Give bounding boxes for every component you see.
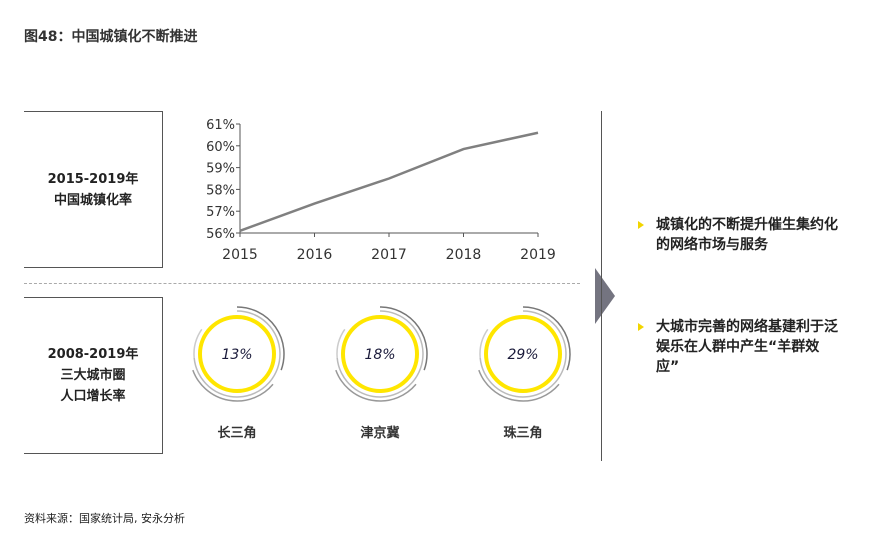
- bullet-text: 大城市完善的网络基建利于泛娱乐在人群中产生“羊群效应”: [656, 319, 838, 375]
- figure-title: 图48：中国城镇化不断推进: [24, 29, 198, 45]
- y-tick-label: 58%: [206, 183, 235, 198]
- ring-arc-middle: [193, 310, 281, 398]
- row2-label-line: 三大城市圈: [60, 368, 126, 383]
- row1-label-line: 中国城镇化率: [53, 192, 132, 208]
- region-label: 长三角: [217, 426, 257, 441]
- region-label: 津京冀: [360, 426, 400, 441]
- line-chart: 56% 57% 58% 59% 60% 61% 2015 2016 2017 2018 2019: [206, 118, 556, 263]
- ring-arc-left: [193, 328, 203, 358]
- y-tick-label: 57%: [206, 205, 235, 220]
- ring-arc-middle: [479, 310, 567, 398]
- ring-arc-outer: [236, 306, 285, 371]
- row2-label-line: 人口增长率: [60, 389, 126, 404]
- ring-arc-outer: [522, 306, 571, 371]
- series-line: [239, 131, 539, 232]
- ring-circle: [198, 315, 276, 393]
- ring-arc-middle: [336, 310, 424, 398]
- row1-label-box: 2015-2019年 中国城镇化率: [24, 111, 163, 268]
- ring-arc-outer: [379, 306, 428, 371]
- ring-arc-left: [336, 328, 346, 358]
- dashed-divider: [24, 283, 580, 284]
- row2-label-box: 2008-2019年 三大城市圈 人口增长率: [24, 297, 163, 454]
- x-tick-label: 2015: [222, 247, 258, 263]
- y-tick-label: 61%: [206, 118, 235, 133]
- ring-value-label: 13%: [221, 347, 252, 363]
- ring-circle: [341, 315, 419, 393]
- bullet-triangle-icon: [638, 323, 644, 331]
- bullet-text: 城镇化的不断提升催生集约化的网络市场与服务: [656, 217, 838, 253]
- y-tick-label: 60%: [206, 140, 235, 155]
- ring-arc-lower: [192, 369, 274, 402]
- row2-label-line: 2008-2019年: [47, 347, 139, 362]
- bullet-triangle-icon: [638, 221, 644, 229]
- x-tick-label: 2018: [446, 247, 482, 263]
- ring-charts: 13% 18% 29%: [192, 306, 571, 402]
- row1-label-line: 2015-2019年: [47, 171, 139, 187]
- y-tick-label: 59%: [206, 162, 235, 177]
- ring-arc-left: [479, 328, 489, 358]
- ring-circle: [484, 315, 562, 393]
- ring-value-label: 18%: [364, 347, 395, 363]
- bullet-item: 城镇化的不断提升催生集约化的网络市场与服务: [638, 215, 838, 255]
- x-tick-label: 2017: [371, 247, 407, 263]
- y-tick-label: 56%: [206, 227, 235, 242]
- arrow-icon: [595, 268, 615, 324]
- x-tick-label: 2019: [520, 247, 556, 263]
- x-tick-label: 2016: [297, 247, 333, 263]
- source-note: 资料来源：国家统计局, 安永分析: [24, 512, 185, 525]
- ring-arc-lower: [335, 369, 417, 402]
- ring-arc-lower: [478, 369, 560, 402]
- region-label: 珠三角: [503, 426, 543, 441]
- vertical-divider: [601, 111, 602, 461]
- ring-value-label: 29%: [507, 347, 538, 363]
- bullet-item: 大城市完善的网络基建利于泛娱乐在人群中产生“羊群效应”: [638, 317, 838, 377]
